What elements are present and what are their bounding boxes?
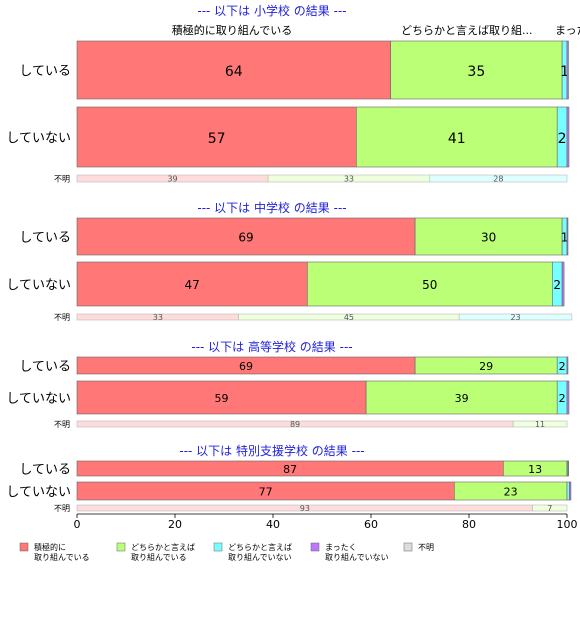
top-category-label: 積極的に取り組んでいる [172,23,292,37]
row-label: 不明 [54,175,70,184]
data-label: 7 [547,504,552,513]
legend-label-line2: 取り組んでいない [325,552,389,562]
bar-segment [569,481,572,501]
data-label: 69 [239,360,253,373]
data-label: 2 [553,278,561,292]
panel-title: --- 以下は 高等学校 の結果 --- [191,339,352,354]
row-label: していない [6,485,71,500]
legend-label-line1: どちらかと言えば [228,542,292,552]
data-label: 39 [167,175,177,184]
bar-segment [76,380,367,415]
bar-segment [561,261,565,307]
legend-swatch [116,542,126,552]
bar-segment [566,356,569,375]
row-label: していない [6,278,71,293]
data-label: 39 [455,392,469,405]
bar-segment [566,380,570,415]
data-label: 93 [300,504,310,513]
legend-label-line1: 不明 [418,543,434,552]
bar-segment [429,174,568,183]
row-label: 不明 [54,420,70,429]
x-tick-label: 100 [557,518,578,531]
bar-segment [76,106,357,168]
row-label: 不明 [54,313,70,322]
data-label: 47 [185,278,200,292]
data-label: 2 [559,360,566,373]
data-label: 57 [208,131,226,147]
bar-segment [76,40,391,100]
row-label: している [19,360,71,375]
bar-segment [566,40,569,100]
data-label: 1 [560,64,569,80]
legend-swatch [310,542,320,552]
row-label: している [19,64,71,79]
x-tick-label: 80 [462,518,476,531]
data-label: 45 [344,313,354,322]
row-label: 不明 [54,504,70,513]
top-category-label: どちらかと言えば取り組... [401,24,533,37]
x-tick-label: 0 [74,518,81,531]
data-label: 77 [259,486,273,499]
bar-segment [355,106,558,168]
legend-label-line1: どちらかと言えば [131,542,195,552]
panel-title: --- 以下は 小学校 の結果 --- [197,3,346,18]
bar-segment [566,481,570,501]
legend-label-line2: 取り組んでいる [131,552,187,562]
data-label: 35 [467,64,485,80]
bar-segment [390,40,563,100]
top-category-label: まったく取り組... [555,24,580,37]
row-label: している [19,231,71,246]
x-tick-label: 40 [266,518,280,531]
x-tick-label: 20 [168,518,182,531]
legend-swatch [403,542,413,552]
data-label: 69 [238,231,253,245]
data-label: 64 [225,64,243,80]
data-label: 13 [528,463,542,476]
bar-segment [458,313,573,321]
bar-segment [567,460,569,477]
data-label: 59 [215,392,229,405]
x-tick-label: 60 [364,518,378,531]
data-label: 23 [504,486,518,499]
data-label: 89 [290,420,300,429]
panel-title: --- 以下は 中学校 の結果 --- [197,200,346,215]
panel-title: --- 以下は 特別支援学校 の結果 --- [179,443,364,458]
data-label: 87 [283,463,297,476]
bar-segment [566,217,569,256]
data-label: 23 [510,313,520,322]
legend-swatch [19,542,29,552]
data-label: 29 [479,360,493,373]
bar-segment [365,380,558,415]
bar-segment [76,217,416,256]
bar-segment [512,420,568,428]
bar-segment [414,217,563,256]
data-label: 30 [481,231,496,245]
data-label: 1 [561,231,569,245]
legend-swatch [213,542,223,552]
data-label: 50 [422,278,437,292]
bar-segment [566,106,570,168]
data-label: 33 [153,313,163,322]
legend-label-line2: 取り組んでいる [34,552,90,562]
data-label: 28 [493,175,503,184]
row-label: していない [6,131,71,146]
row-label: している [19,463,71,478]
data-label: 33 [344,175,354,184]
data-label: 2 [559,392,566,405]
row-label: していない [6,392,71,407]
data-label: 11 [535,420,545,429]
bar-segment [306,261,553,307]
bar-segment [76,261,308,307]
legend-label-line2: 取り組んでいない [228,552,292,562]
legend-label-line1: まったく [325,543,357,552]
bar-segment [532,504,568,512]
data-label: 2 [558,131,567,147]
legend-label-line1: 積極的に [34,542,66,552]
data-label: 41 [448,131,466,147]
